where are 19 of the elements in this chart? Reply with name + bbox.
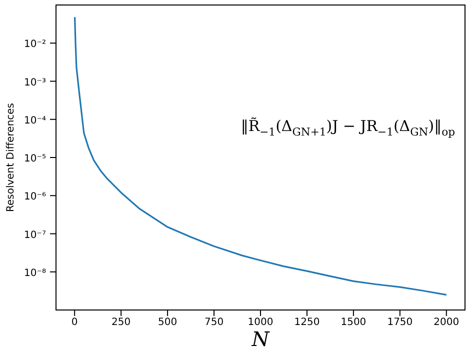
text: ‖R̃$_{−1}$(Δ$_{GN+1}$)J − JR$_{−1}$(Δ$_{GN}$)‖$_{op}$ (240, 117, 455, 138)
y-axis-title: Resolvent Differences (6, 102, 17, 212)
x-tick-label: 250 (112, 317, 131, 328)
x-axis-title: N (250, 327, 271, 351)
x-tick-label: 750 (204, 317, 224, 328)
y-tick-label: 10⁻⁴ (24, 115, 46, 126)
y-tick-label: 10⁻⁸ (24, 268, 46, 279)
x-tick-label: 1250 (294, 317, 320, 328)
x-tick-label: 1000 (248, 317, 274, 328)
y-tick-label: 10⁻⁶ (24, 192, 46, 203)
y-tick-label: 10⁻⁷ (24, 230, 46, 241)
y-tick-label: 10⁻³ (24, 77, 46, 88)
x-tick-label: 0 (71, 317, 78, 328)
y-tick-label: 10⁻⁵ (24, 154, 46, 164)
x-tick-label: 500 (158, 317, 178, 328)
x-tick-label: 2000 (434, 317, 460, 328)
x-tick-label: 1750 (387, 317, 413, 328)
x-tick-label: 1500 (340, 317, 366, 328)
y-tick-label: 10⁻² (24, 39, 46, 50)
